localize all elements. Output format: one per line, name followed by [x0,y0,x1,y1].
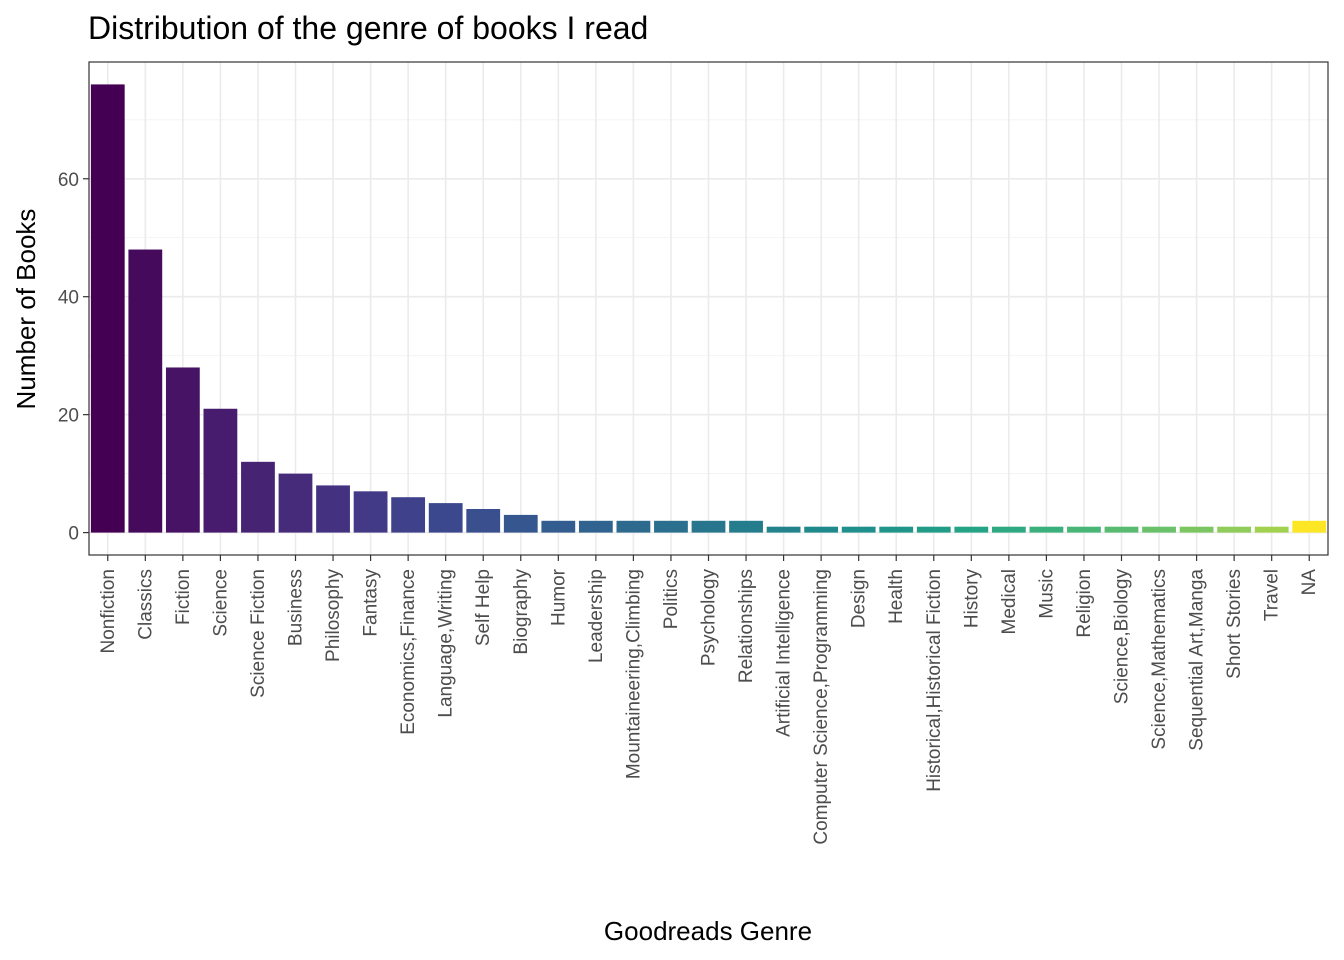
x-tick-label: Language,Writing [436,569,457,718]
bar-self-help [466,509,501,533]
x-tick-label: Psychology [699,569,720,667]
x-tick-label: Medical [999,569,1020,634]
x-tick-label: Sequential Art,Manga [1187,569,1208,751]
y-axis-title: Number of Books [11,209,41,410]
bar-humor [541,520,576,533]
x-tick-label: Music [1036,569,1057,619]
x-tick-label: NA [1299,569,1320,596]
bar-science-fiction [241,461,275,533]
y-tick-label: 60 [58,170,79,191]
bar-historical-historical-fiction [916,526,951,533]
bar-health [879,526,914,533]
bar-history [954,526,989,533]
bar-sequential-art-manga [1179,526,1214,533]
bar-na [1292,520,1327,533]
bar-science-mathematics [1142,526,1176,533]
x-tick-label: Classics [135,569,156,640]
bar-short-stories [1217,526,1252,533]
x-tick-label: Fantasy [361,569,382,637]
bar-economics-finance [391,497,426,533]
bar-relationships [729,520,763,533]
x-axis-title: Goodreads Genre [604,916,812,946]
bars [90,84,1327,533]
x-tick-label: Science,Biology [1112,569,1133,705]
bar-medical [991,526,1026,533]
x-tick-label: Artificial Intelligence [774,569,795,737]
bar-design [841,526,876,533]
y-tick-label: 40 [58,288,79,309]
x-tick-label: Mountaineering,Climbing [623,569,644,779]
bar-nonfiction [90,84,125,533]
bar-language-writing [428,503,463,533]
bar-leadership [578,520,613,533]
bar-artificial-intelligence [766,526,801,533]
x-tick-label: Fiction [173,569,194,625]
x-tick-label: Humor [548,568,569,626]
bar-politics [654,520,688,533]
x-tick-label: Politics [661,569,682,629]
y-tick-label: 20 [58,406,79,427]
x-tick-label: Nonfiction [98,569,119,654]
bar-fantasy [353,491,388,533]
x-tick-label: Self Help [473,569,494,646]
bar-fiction [165,367,200,533]
bar-science [203,408,238,533]
x-tick-label: Science Fiction [248,569,269,698]
bar-biography [503,514,538,533]
x-tick-label: Biography [511,569,532,655]
bar-classics [128,249,163,533]
x-tick-label: Business [286,569,307,646]
x-tick-label: Short Stories [1224,569,1245,679]
x-tick-label: Computer Science,Programming [811,569,832,845]
x-tick-label: Religion [1074,569,1095,638]
x-axis: Nonfiction Classics Fiction Science Science … [98,555,1320,845]
x-tick-label: Health [886,569,907,624]
bar-computer-science-programming [804,526,839,533]
bar-travel [1254,526,1289,533]
bar-science-biology [1104,526,1139,533]
x-tick-label: Science [210,569,231,637]
x-tick-label: Leadership [586,569,607,663]
x-tick-label: Philosophy [323,569,344,662]
x-tick-label: Economics,Finance [398,569,419,735]
x-tick-label: Historical,Historical Fiction [924,569,945,792]
chart-title: Distribution of the genre of books I rea… [88,10,648,46]
bar-psychology [691,520,726,533]
x-tick-label: Design [849,569,870,628]
grid [89,62,1328,555]
y-tick-label: 0 [68,524,79,545]
x-tick-label: Relationships [736,569,757,683]
bar-religion [1067,526,1101,533]
x-tick-label: Science,Mathematics [1149,569,1170,750]
bar-philosophy [316,485,350,533]
y-axis: 0 20 40 60 [58,170,89,545]
bar-music [1029,526,1064,533]
x-tick-label: History [961,569,982,629]
bar-mountaineering-climbing [616,520,651,533]
bar-business [278,473,313,533]
x-tick-label: Travel [1262,569,1283,621]
